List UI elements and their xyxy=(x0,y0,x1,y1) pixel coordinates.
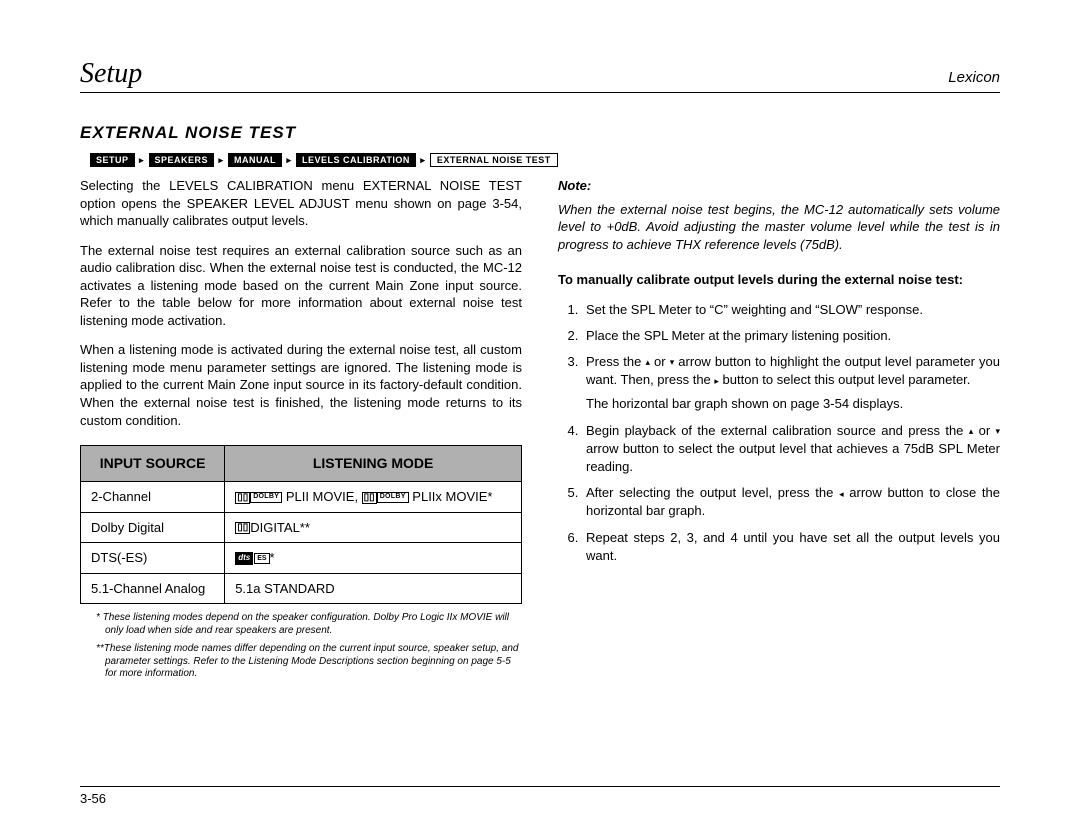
footnote: **These listening mode names differ depe… xyxy=(96,643,522,681)
cell-mode: 5.1a STANDARD xyxy=(225,573,522,604)
dd-logo-icon: ▯▯ xyxy=(362,492,377,504)
crumb-current: EXTERNAL NOISE TEST xyxy=(430,153,558,167)
list-item: After selecting the output level, press … xyxy=(582,484,1000,520)
step-text: After selecting the output level, press … xyxy=(586,485,839,500)
cell-source: Dolby Digital xyxy=(81,512,225,543)
paragraph: Selecting the LEVELS CALIBRATION menu EX… xyxy=(80,177,522,230)
dd-logo-icon: ▯▯ xyxy=(235,522,250,534)
es-logo-icon: ES xyxy=(254,553,269,564)
step-text: arrow button to select the output level … xyxy=(586,441,1000,474)
step-text: Press the xyxy=(586,354,645,369)
mode-text: * xyxy=(270,550,275,565)
dts-logo-icon: dts xyxy=(235,552,253,565)
list-item: Place the SPL Meter at the primary liste… xyxy=(582,327,1000,345)
table-footnotes: * These listening modes depend on the sp… xyxy=(96,612,522,681)
crumb-speakers: SPEAKERS xyxy=(149,153,215,167)
table-row: 2-Channel ▯▯DOLBY PLII MOVIE, ▯▯DOLBY PL… xyxy=(81,482,522,513)
table-row: DTS(-ES) dtsES* xyxy=(81,543,522,574)
cell-source: 5.1-Channel Analog xyxy=(81,573,225,604)
cell-mode: ▯▯DIGITAL** xyxy=(225,512,522,543)
page-header: Setup Lexicon xyxy=(80,58,1000,93)
mode-text: PLIIx MOVIE* xyxy=(409,489,493,504)
section-title: EXTERNAL NOISE TEST xyxy=(80,123,1000,143)
note-label: Note: xyxy=(558,177,1000,195)
cell-source: 2-Channel xyxy=(81,482,225,513)
dd-logo-icon: ▯▯ xyxy=(235,492,250,504)
table-header-row: INPUT SOURCE LISTENING MODE xyxy=(81,446,522,482)
paragraph: The external noise test requires an exte… xyxy=(80,242,522,330)
crumb-setup: SETUP xyxy=(90,153,135,167)
page-container: Setup Lexicon EXTERNAL NOISE TEST SETUP … xyxy=(80,58,1000,687)
step-text: or xyxy=(973,423,995,438)
chevron-right-icon xyxy=(283,154,295,166)
instructions-heading: To manually calibrate output levels duri… xyxy=(558,271,1000,289)
th-input-source: INPUT SOURCE xyxy=(81,446,225,482)
mode-text: DIGITAL** xyxy=(250,520,310,535)
list-item: Begin playback of the external calibrati… xyxy=(582,422,1000,477)
chapter-title: Setup xyxy=(80,58,142,90)
instruction-steps: Set the SPL Meter to “C” weighting and “… xyxy=(558,301,1000,565)
content-columns: Selecting the LEVELS CALIBRATION menu EX… xyxy=(80,177,1000,687)
note-body: When the external noise test begins, the… xyxy=(558,201,1000,254)
step-text: Begin playback of the external calibrati… xyxy=(586,423,969,438)
table-row: Dolby Digital ▯▯DIGITAL** xyxy=(81,512,522,543)
mode-text: PLII MOVIE, xyxy=(282,489,361,504)
paragraph: When a listening mode is activated durin… xyxy=(80,341,522,429)
list-item: Repeat steps 2, 3, and 4 until you have … xyxy=(582,529,1000,565)
sub-step: The horizontal bar graph shown on page 3… xyxy=(586,395,1000,413)
cell-mode: ▯▯DOLBY PLII MOVIE, ▯▯DOLBY PLIIx MOVIE* xyxy=(225,482,522,513)
left-column: Selecting the LEVELS CALIBRATION menu EX… xyxy=(80,177,522,687)
chevron-right-icon xyxy=(136,154,148,166)
page-number: 3-56 xyxy=(80,786,1000,806)
brand-name: Lexicon xyxy=(948,69,1000,86)
table-row: 5.1-Channel Analog 5.1a STANDARD xyxy=(81,573,522,604)
list-item: Set the SPL Meter to “C” weighting and “… xyxy=(582,301,1000,319)
chevron-right-icon xyxy=(215,154,227,166)
modes-table: INPUT SOURCE LISTENING MODE 2-Channel ▯▯… xyxy=(80,445,522,604)
down-arrow-icon: ▾ xyxy=(995,425,1000,438)
cell-mode: dtsES* xyxy=(225,543,522,574)
breadcrumb: SETUP SPEAKERS MANUAL LEVELS CALIBRATION… xyxy=(90,153,1000,167)
dolby-logo-icon: DOLBY xyxy=(377,492,409,502)
cell-source: DTS(-ES) xyxy=(81,543,225,574)
list-item: Press the ▴ or ▾ arrow button to highlig… xyxy=(582,353,1000,414)
th-listening-mode: LISTENING MODE xyxy=(225,446,522,482)
crumb-manual: MANUAL xyxy=(228,153,282,167)
crumb-levels: LEVELS CALIBRATION xyxy=(296,153,416,167)
right-column: Note: When the external noise test begin… xyxy=(558,177,1000,687)
step-text: button to select this output level param… xyxy=(719,372,970,387)
footnote: * These listening modes depend on the sp… xyxy=(96,612,522,637)
step-text: or xyxy=(650,354,670,369)
chevron-right-icon xyxy=(417,154,429,166)
dolby-logo-icon: DOLBY xyxy=(250,492,282,502)
